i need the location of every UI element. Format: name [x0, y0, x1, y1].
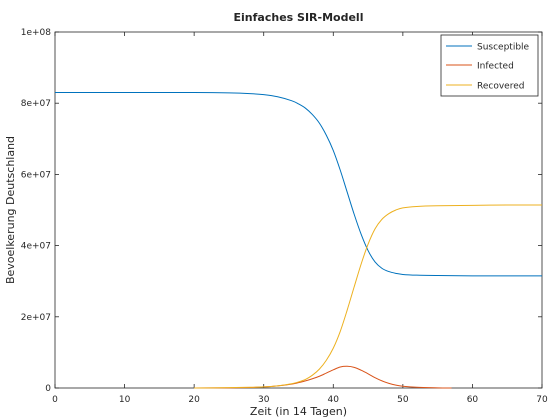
chart-title: Einfaches SIR-Modell [234, 11, 364, 24]
series-line-susceptible [54, 91, 542, 277]
y-axis-ticks: 0 2e+07 4e+07 6e+07 8e+07 1e+08 [21, 28, 542, 394]
y-tick-label: 0 [45, 384, 51, 394]
series-lines [54, 91, 543, 389]
y-tick-label: 8e+07 [21, 99, 51, 109]
y-tick-label: 6e+07 [21, 170, 51, 180]
x-tick-label: 10 [119, 395, 131, 405]
x-axis-ticks: 0 10 20 30 40 50 60 70 [52, 32, 548, 405]
x-tick-label: 50 [397, 395, 409, 405]
x-tick-label: 0 [52, 395, 58, 405]
x-axis-label: Zeit (in 14 Tagen) [250, 405, 347, 418]
x-tick-label: 30 [258, 395, 270, 405]
y-tick-label: 1e+08 [21, 28, 52, 38]
x-tick-label: 70 [536, 395, 548, 405]
y-tick-label: 4e+07 [21, 242, 51, 252]
series-line-recovered [194, 204, 543, 389]
legend: Susceptible Infected Recovered [440, 34, 539, 97]
x-tick-label: 40 [328, 395, 340, 405]
y-axis-label: Bevoelkerung Deutschland [4, 136, 17, 284]
x-tick-label: 60 [467, 395, 479, 405]
x-tick-label: 20 [188, 395, 200, 405]
legend-label-recovered: Recovered [477, 82, 524, 92]
legend-label-susceptible: Susceptible [477, 43, 530, 53]
legend-label-infected: Infected [477, 62, 514, 72]
y-tick-label: 2e+07 [21, 313, 51, 323]
